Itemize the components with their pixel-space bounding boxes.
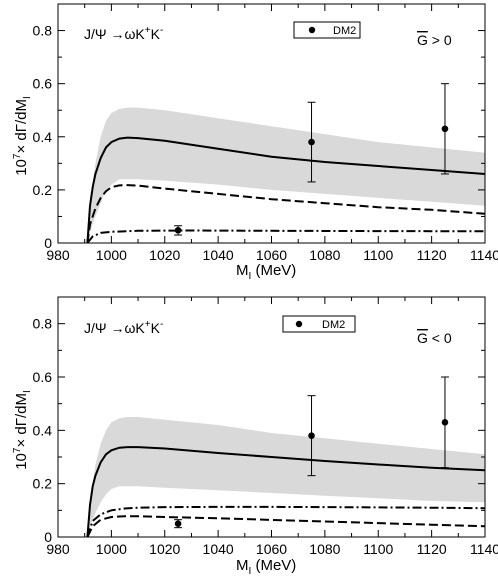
x-tick-label: 1140 [470,247,498,263]
curves [86,446,486,538]
data-point [308,432,315,439]
y-tick-label: 0.6 [33,369,53,385]
y-tick-label: 0.6 [33,76,53,92]
x-tick-label: 980 [46,541,70,557]
x-tick-label: 1120 [417,541,447,557]
x-axis-title: MI (MeV) [236,262,296,282]
legend-box [293,21,361,39]
svg-text:MI (MeV): MI (MeV) [236,262,296,282]
y-tick-label: 0 [44,529,52,545]
legend-box [282,315,356,333]
x-tick-label: 1120 [417,247,447,263]
uncertainty-band [87,107,486,243]
uncertainty-band-area [87,417,486,537]
data-point [441,419,449,426]
uncertainty-band-area [87,107,486,243]
data-point [308,138,315,146]
uncertainty-band [87,417,486,537]
y-axis-title: 107× dΓ/dMI [12,96,33,176]
curve-dashdot [86,229,486,244]
curve-dashed [86,515,486,538]
data-points [174,376,449,529]
y-tick-label: 0.8 [33,316,53,332]
x-tick-label: 1040 [203,247,234,263]
x-tick-label: 1100 [363,247,393,263]
curve-solid [86,136,486,244]
y-tick-label: 0 [44,235,52,251]
x-tick-label: 1020 [149,247,180,263]
x-tick-label: 1140 [470,541,498,557]
y-tick-label: 0.2 [33,476,53,492]
y-tick-label: 0.4 [33,422,53,438]
x-tick-label: 1020 [149,541,180,557]
x-tick-label: 1000 [96,247,127,263]
legend-label: DM2 [333,25,356,37]
curve-dashdot [86,505,486,538]
curves [86,136,486,244]
data-point [441,125,449,133]
legend: DM2 [293,21,361,39]
curve-dashed [86,184,486,244]
condition-label: G > 0 [417,32,452,48]
data-points [174,83,449,236]
legend: DM2 [282,315,356,333]
svg-text:MI (MeV): MI (MeV) [236,557,296,577]
x-tick-label: 1060 [256,247,287,263]
reaction-label: J/Ψ →ωK+K- [84,319,163,336]
x-tick-label: 1080 [309,247,340,263]
y-axis-title: 107× dΓ/dMI [12,390,33,470]
x-tick-label: 980 [46,247,70,263]
legend-marker [295,320,303,328]
axis-ticks: 980 1000 1020 1040 1060 1080 1100 1120 1140 0 0.2 0… [33,297,498,557]
svg-text:107× dΓ/dMI: 107× dΓ/dMI [12,390,33,470]
data-point [174,520,182,527]
x-tick-label: 1060 [256,541,287,557]
svg-text:107× dΓ/dMI: 107× dΓ/dMI [12,96,33,176]
y-tick-label: 0.2 [33,182,53,198]
reaction-label: J/Ψ →ωK+K- [84,25,163,42]
x-axis-title: MI (MeV) [236,557,296,577]
legend-label: DM2 [322,319,345,331]
y-tick-label: 0.8 [33,23,53,39]
curve-solid [86,446,486,538]
axis-ticks: 980 1000 1020 1040 1060 1080 1100 1120 1140 0 0.2 0… [33,4,498,263]
x-tick-label: 1100 [363,541,393,557]
x-tick-label: 1080 [309,541,340,557]
data-point [174,226,182,234]
condition-label: G < 0 [417,330,452,346]
y-tick-label: 0.4 [33,129,53,145]
chart-panel-bottom: 980 1000 1020 1040 1060 1080 1100 1120 1140 0 0.2 0… [12,296,498,577]
x-tick-label: 1040 [203,541,234,557]
x-tick-label: 1000 [96,541,127,557]
legend-marker [308,26,316,34]
